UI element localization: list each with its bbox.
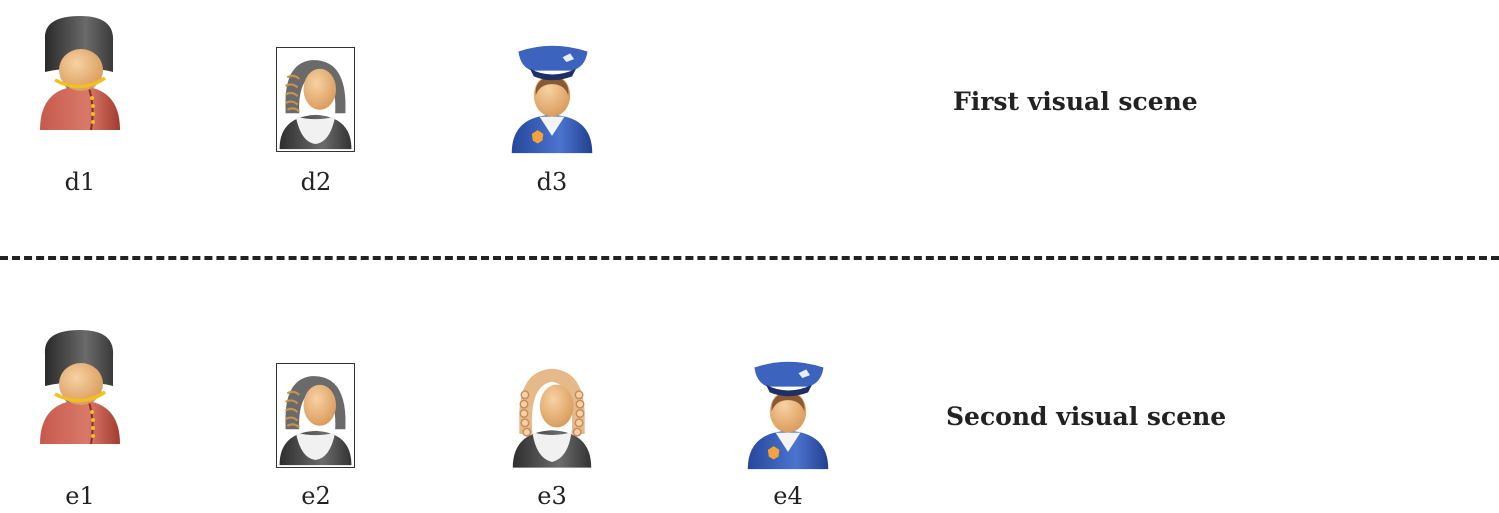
judge-dark-wig-icon — [277, 364, 354, 467]
scene-divider — [0, 256, 1499, 260]
figure-d1[interactable] — [35, 12, 125, 132]
judge-dark-wig-icon — [277, 48, 354, 151]
item-label: d3 — [536, 168, 568, 196]
royal-guard-icon — [35, 326, 125, 446]
item-label: e4 — [773, 482, 803, 510]
figure-e3[interactable] — [510, 356, 594, 471]
figure-e4[interactable] — [742, 356, 834, 471]
figure-e2[interactable] — [276, 363, 355, 468]
item-label: e3 — [537, 482, 567, 510]
item-label: d1 — [64, 168, 96, 196]
scene-title: Second visual scene — [946, 402, 1227, 431]
figure-e1[interactable] — [35, 326, 125, 446]
police-officer-icon — [506, 40, 598, 155]
judge-light-wig-icon — [510, 356, 594, 471]
police-officer-icon — [742, 356, 834, 471]
item-label: e2 — [301, 482, 331, 510]
figure-d2[interactable] — [276, 47, 355, 152]
item-label: e1 — [65, 482, 95, 510]
scene-title: First visual scene — [953, 87, 1198, 116]
figure-d3[interactable] — [506, 40, 598, 155]
royal-guard-icon — [35, 12, 125, 132]
item-label: d2 — [300, 168, 332, 196]
